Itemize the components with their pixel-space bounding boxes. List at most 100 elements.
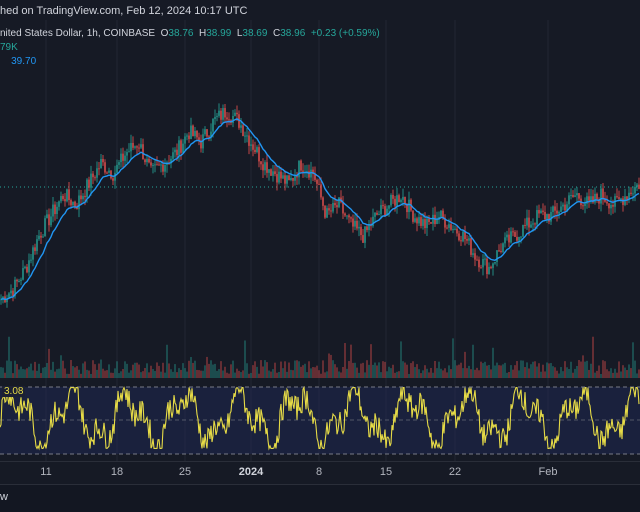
candle-body (578, 193, 580, 199)
volume-bar (18, 369, 20, 378)
candle-body (616, 196, 618, 198)
volume-bar (602, 360, 604, 378)
candle-body (268, 169, 270, 173)
candle-body (22, 268, 24, 280)
time-axis[interactable]: 11 18 25 2024 8 15 22 Feb (0, 461, 640, 484)
volume-bar (582, 355, 584, 378)
candle-body (408, 199, 410, 213)
volume-bar (328, 353, 330, 378)
volume-bar (142, 371, 144, 378)
candle-body (132, 142, 134, 148)
candle-body (174, 149, 176, 153)
volume-bar (638, 369, 640, 378)
volume-bar (446, 372, 448, 378)
candle-body (232, 115, 234, 123)
candle-body (128, 151, 130, 153)
chart-area[interactable] (0, 0, 640, 461)
candle-body (450, 224, 452, 230)
volume-bar (308, 361, 310, 378)
volume-bar (526, 362, 528, 378)
volume-bar (376, 365, 378, 378)
candle-body (300, 160, 302, 171)
volume-bar (450, 369, 452, 378)
candle-body (284, 175, 286, 184)
volume-bar (568, 368, 570, 378)
candle-body (606, 201, 608, 204)
candle-body (342, 202, 344, 214)
candle-body (74, 201, 76, 207)
volume-bar (528, 368, 530, 378)
candle-body (488, 266, 490, 275)
candle-body (76, 206, 78, 210)
candle-body (26, 266, 28, 273)
volume-bar (508, 371, 510, 378)
candle-body (540, 210, 542, 214)
candle-body (452, 228, 454, 230)
volume-bar (84, 361, 86, 378)
volume-bar (252, 365, 254, 378)
volume-bar (474, 369, 476, 378)
volume-bar (452, 338, 454, 378)
candle-body (8, 293, 10, 299)
candle-body (582, 205, 584, 207)
volume-bar (400, 341, 402, 378)
candle-body (238, 114, 240, 128)
volume-bar (130, 370, 132, 378)
candle-body (564, 204, 566, 211)
volume-bar (628, 364, 630, 378)
candle-body (44, 218, 46, 237)
volume-bar (94, 364, 96, 378)
volume-bar (372, 364, 374, 378)
candle-body (378, 214, 380, 216)
candle-body (246, 135, 248, 137)
volume-bar (440, 368, 442, 378)
candle-body (374, 212, 376, 217)
volume-bar (562, 371, 564, 378)
volume-bar (516, 361, 518, 378)
candle-body (272, 171, 274, 176)
candle-body (612, 204, 614, 207)
candle-body (628, 192, 630, 200)
footer-text: w (0, 491, 8, 503)
high-label: H (199, 28, 207, 39)
candle-body (446, 227, 448, 229)
volume-bar (170, 369, 172, 378)
volume-bar (150, 365, 152, 378)
volume-bar (30, 363, 32, 378)
candle-body (172, 152, 174, 159)
volume-bar (110, 372, 112, 378)
volume-bar (190, 357, 192, 378)
volume-bar (458, 364, 460, 378)
candle-body (102, 158, 104, 163)
candle-body (152, 164, 154, 166)
candle-body (254, 149, 256, 153)
volume-bar (580, 361, 582, 378)
candle-body (106, 172, 108, 174)
volume-bar (280, 361, 282, 378)
candle-body (574, 195, 576, 197)
volume-bar (238, 370, 240, 378)
volume-bar (70, 360, 72, 378)
volume-bar (616, 372, 618, 378)
candle-body (398, 195, 400, 203)
volume-bar (300, 366, 302, 378)
candle-body (18, 280, 20, 282)
candle-body (534, 223, 536, 225)
volume-bar (216, 370, 218, 378)
candle-body (360, 226, 362, 236)
candle-body (494, 261, 496, 264)
candle-body (330, 210, 332, 212)
candle-body (362, 235, 364, 243)
candle-body (156, 164, 158, 166)
candle-body (504, 237, 506, 244)
candle-body (138, 147, 140, 149)
candle-body (188, 135, 190, 139)
candle-body (404, 196, 406, 204)
volume-bar (620, 371, 622, 378)
x-tick-label: 11 (40, 466, 52, 478)
volume-bar (334, 364, 336, 378)
candle-body (158, 164, 160, 166)
candle-body (610, 204, 612, 209)
volume-bar (336, 367, 338, 378)
candle-body (60, 195, 62, 202)
